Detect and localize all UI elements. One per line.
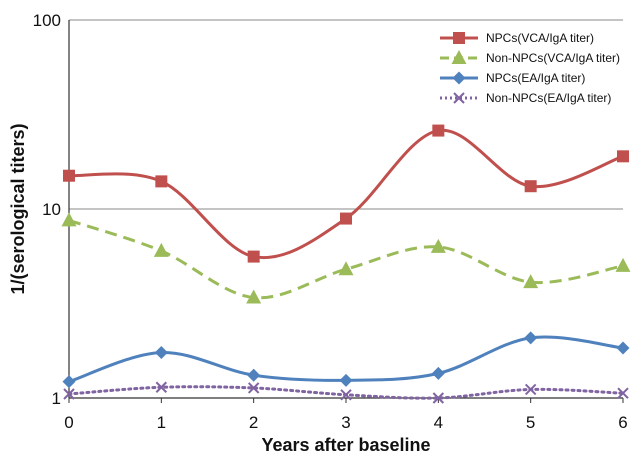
data-point bbox=[616, 341, 630, 355]
x-marker-stroke bbox=[155, 381, 168, 393]
x-marker-stroke bbox=[453, 92, 465, 104]
legend-label: NPCs(VCA/IgA titer) bbox=[486, 31, 594, 45]
grid bbox=[69, 19, 623, 210]
legend-label: NPCs(EA/IgA titer) bbox=[486, 71, 585, 85]
series-1 bbox=[63, 124, 629, 263]
legend-item-2: Non-NPCs(VCA/IgA titer) bbox=[440, 50, 620, 65]
data-point bbox=[247, 382, 260, 394]
legend-swatch-marker bbox=[451, 50, 467, 64]
data-point bbox=[62, 375, 76, 389]
data-point bbox=[615, 257, 631, 272]
data-point bbox=[153, 242, 169, 257]
legend-item-4: Non-NPCs(EA/IgA titer) bbox=[440, 91, 611, 105]
legend-item-3: NPCs(EA/IgA titer) bbox=[440, 71, 585, 85]
data-point bbox=[524, 180, 537, 193]
data-point bbox=[617, 387, 629, 399]
data-point bbox=[154, 346, 168, 360]
x-tick-label: 6 bbox=[618, 413, 627, 432]
data-point bbox=[340, 212, 352, 225]
series-group bbox=[61, 124, 631, 404]
data-point bbox=[432, 392, 445, 404]
data-point bbox=[247, 368, 261, 382]
x-marker-stroke bbox=[247, 382, 260, 394]
data-point bbox=[155, 381, 168, 393]
x-marker-stroke bbox=[617, 387, 629, 399]
legend-swatch-marker bbox=[453, 92, 465, 104]
legend-item-1: NPCs(VCA/IgA titer) bbox=[440, 31, 594, 45]
data-point bbox=[61, 212, 77, 227]
x-marker-stroke bbox=[63, 388, 75, 400]
series-4 bbox=[63, 381, 629, 404]
data-point bbox=[339, 373, 353, 387]
series-2 bbox=[61, 212, 631, 304]
data-point bbox=[430, 238, 446, 253]
data-point bbox=[247, 250, 260, 263]
data-point bbox=[432, 124, 445, 137]
legend-label: Non-NPCs(VCA/IgA titer) bbox=[486, 51, 620, 65]
data-point bbox=[431, 366, 445, 380]
data-point bbox=[338, 261, 354, 276]
data-point bbox=[63, 388, 75, 400]
series-line bbox=[68, 128, 624, 260]
x-tick-label: 5 bbox=[526, 413, 535, 432]
legend-swatch-marker bbox=[453, 32, 465, 44]
data-point bbox=[524, 331, 538, 345]
data-point bbox=[340, 389, 352, 401]
x-marker-stroke bbox=[432, 392, 445, 404]
x-axis-title: Years after baseline bbox=[261, 435, 430, 455]
legend-swatch-marker bbox=[452, 71, 466, 85]
series-line bbox=[67, 385, 625, 400]
y-tick-label: 10 bbox=[42, 200, 61, 219]
legend: NPCs(VCA/IgA titer) Non-NPCs(VCA/IgA tite… bbox=[440, 31, 620, 105]
x-tick-label: 0 bbox=[64, 413, 73, 432]
data-point bbox=[155, 175, 168, 188]
y-axis-title: 1/(serological titers) bbox=[8, 123, 28, 294]
x-tick-label: 1 bbox=[157, 413, 166, 432]
x-tick-label: 2 bbox=[249, 413, 258, 432]
data-point bbox=[523, 274, 539, 289]
y-tick-label: 1 bbox=[52, 389, 61, 408]
x-marker-stroke bbox=[524, 383, 537, 396]
data-point bbox=[63, 169, 75, 182]
series-line bbox=[68, 219, 624, 300]
series-3 bbox=[62, 331, 630, 389]
data-point bbox=[617, 150, 629, 163]
data-point bbox=[246, 289, 262, 304]
data-point bbox=[524, 383, 537, 396]
legend-label: Non-NPCs(EA/IgA titer) bbox=[486, 91, 611, 105]
x-tick-label: 3 bbox=[341, 413, 350, 432]
x-marker-stroke bbox=[340, 389, 352, 401]
x-tick-label: 4 bbox=[434, 413, 443, 432]
y-tick-label: 100 bbox=[33, 11, 61, 30]
